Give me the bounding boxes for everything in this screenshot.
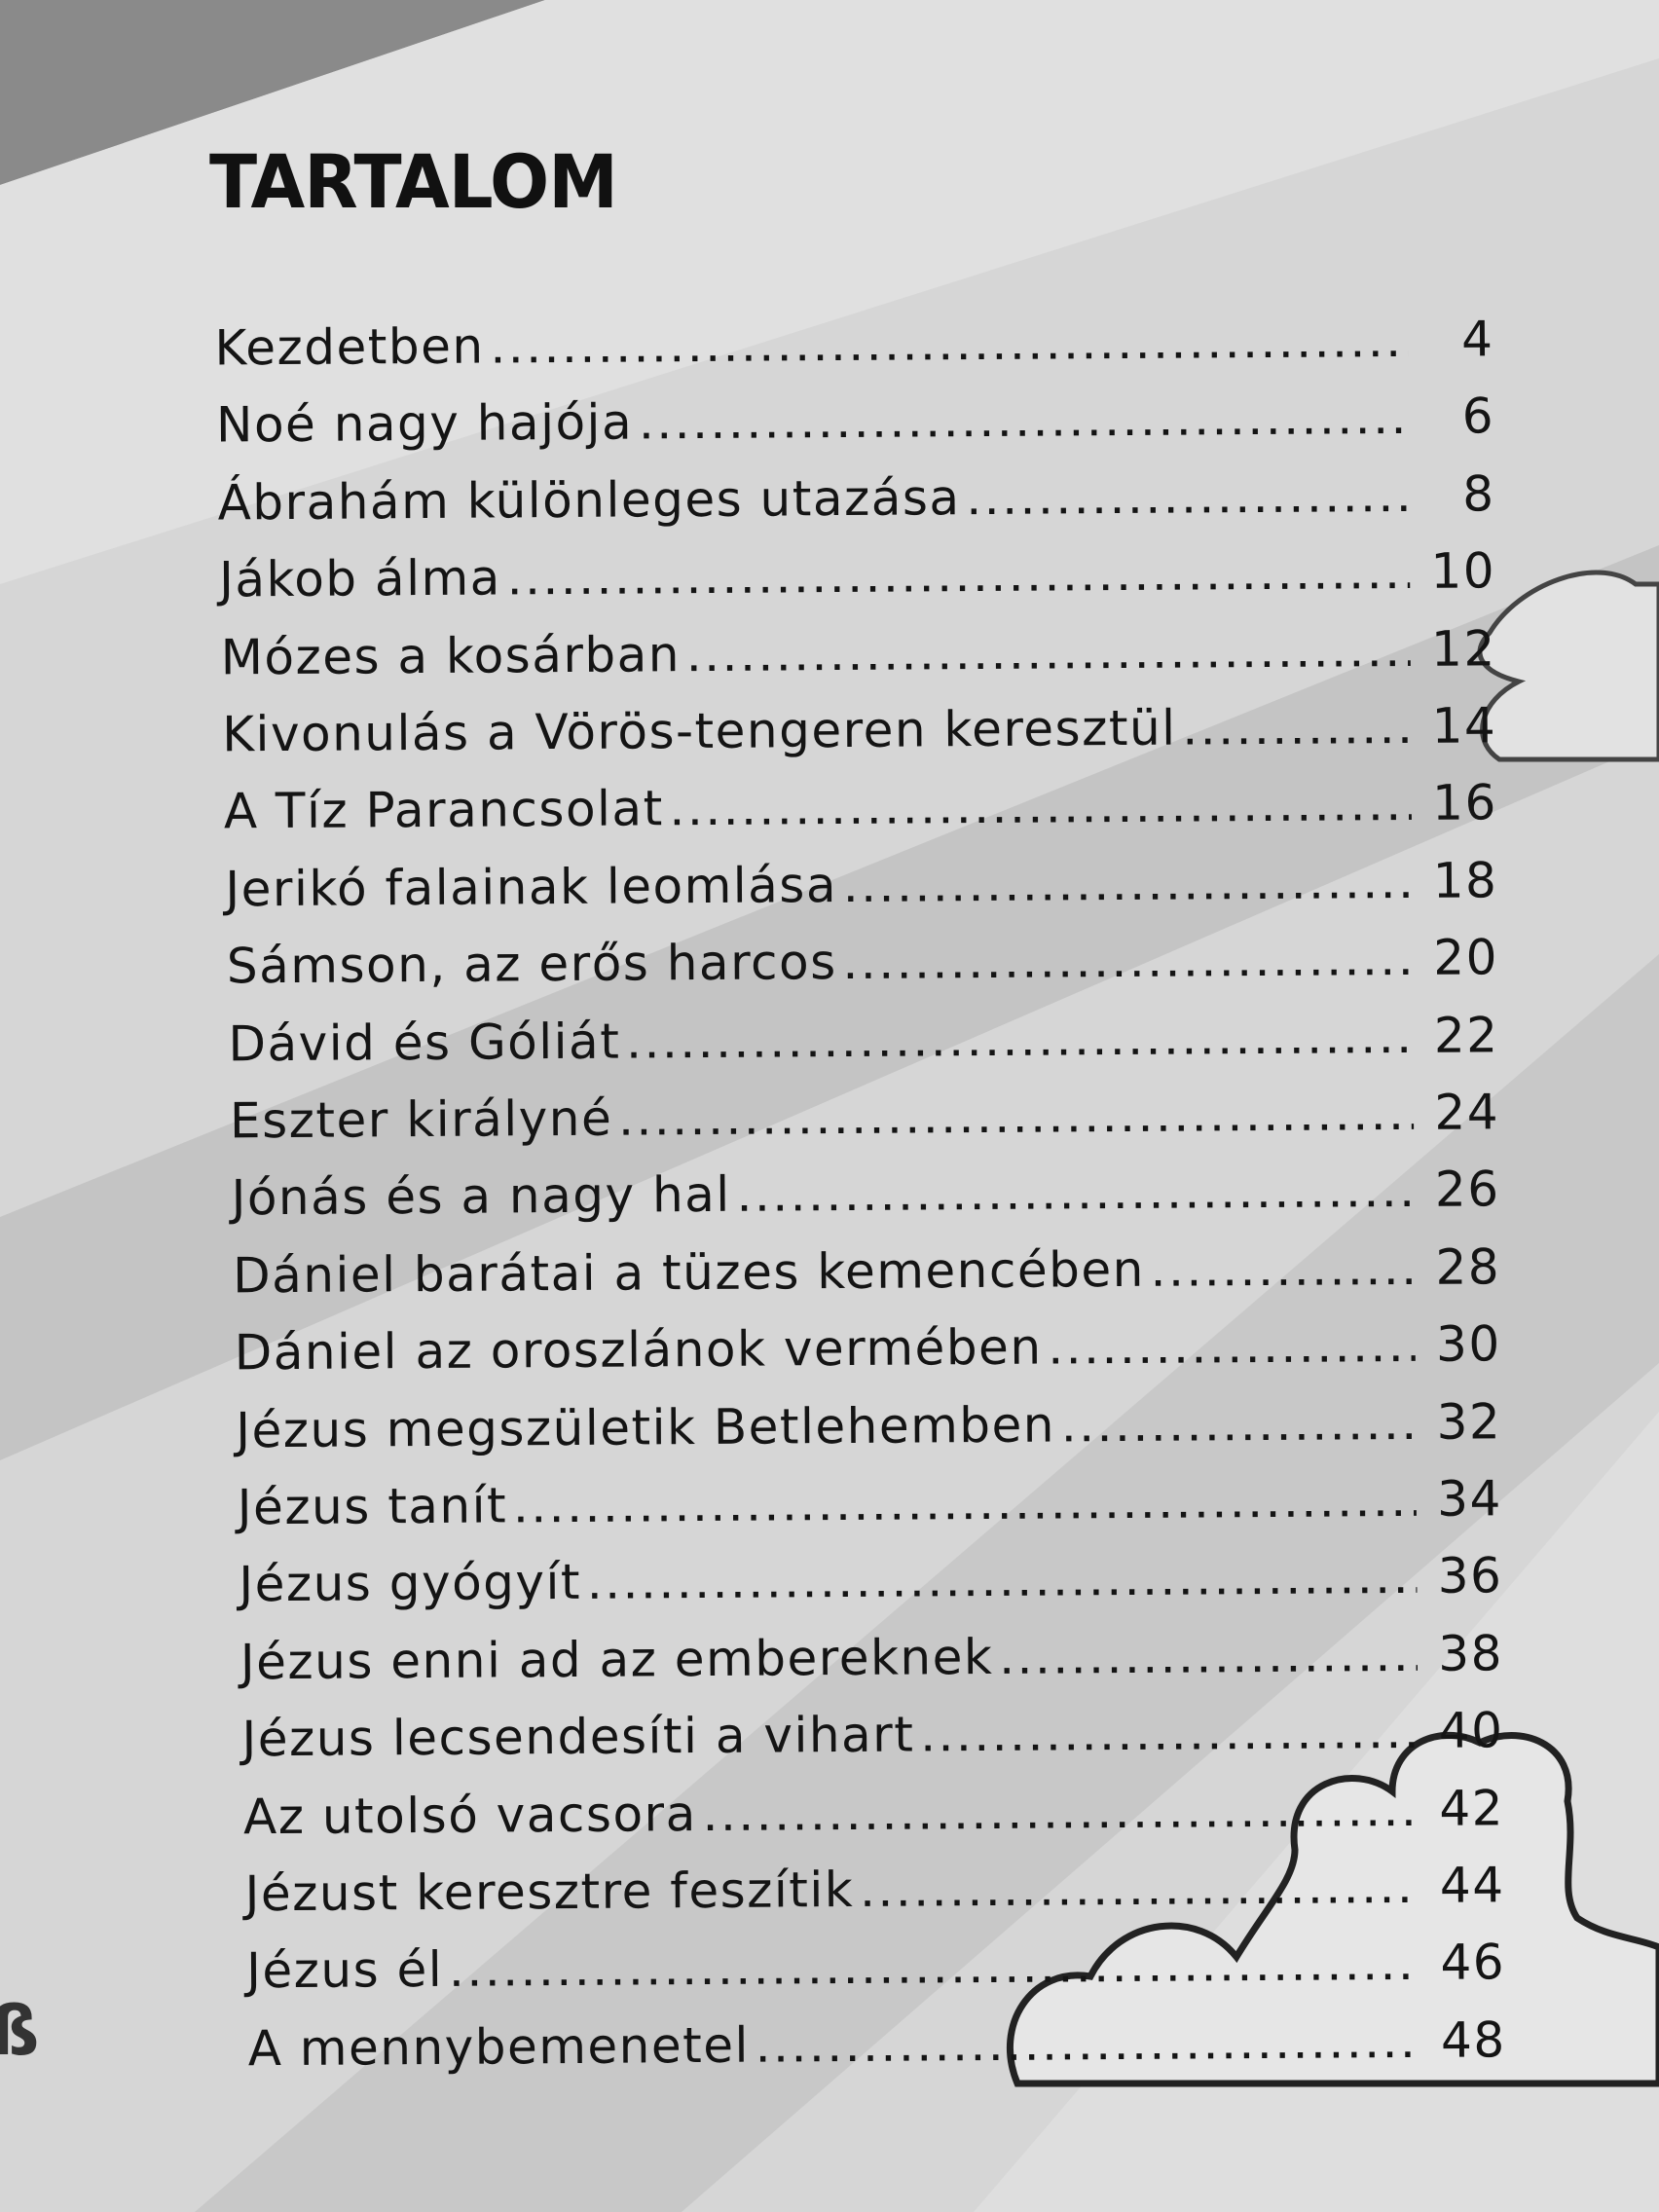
dot-leader [628, 1025, 1413, 1065]
toc-entry: Jézus lecsendesíti a vihart 40 [241, 1702, 1503, 1779]
entry-page-number: 18 [1432, 852, 1498, 909]
dot-leader [641, 407, 1409, 447]
dot-leader [922, 1721, 1418, 1759]
entry-title: Dániel az oroszlánok vermében [234, 1318, 1043, 1382]
dot-leader [1050, 1335, 1415, 1372]
entry-title: Jézus enni ad az embereknek [240, 1628, 994, 1691]
entry-page-number: 8 [1462, 465, 1495, 523]
entry-page-number: 46 [1440, 1934, 1506, 1992]
toc-entry: Mózes a kosárban 12 [221, 620, 1496, 697]
entry-page-number: 20 [1433, 929, 1499, 986]
dot-leader [862, 1876, 1419, 1914]
dot-leader [509, 562, 1411, 602]
dot-leader [688, 639, 1411, 678]
dot-leader [1063, 1412, 1416, 1449]
toc-entry: Jézus megszületik Betlehemben 32 [236, 1393, 1501, 1470]
entry-page-number: 10 [1430, 542, 1496, 600]
toc-entry: Dániel barátai a tüzes kemencében 28 [233, 1238, 1500, 1315]
shadow-ray [0, 545, 1659, 1460]
entry-title: Kivonulás a Vörös-tengeren keresztül [222, 699, 1177, 763]
toc-entry: Az utolsó vacsora 42 [243, 1780, 1504, 1857]
dot-leader [739, 1180, 1415, 1219]
toc-entry: Jónás és a nagy hal 26 [231, 1161, 1499, 1238]
entry-page-number: 30 [1435, 1315, 1501, 1373]
entry-title: Jákob álma [218, 549, 502, 608]
toc-entry: Kivonulás a Vörös-tengeren keresztül 14 [222, 697, 1496, 774]
entry-title: Sámson, az erős harcos [226, 934, 837, 995]
entry-page-number: 42 [1439, 1779, 1505, 1837]
entry-page-number: 44 [1439, 1857, 1505, 1914]
dot-leader [1184, 717, 1411, 753]
entry-title: Ábrahám különleges utazása [217, 468, 961, 532]
entry-page-number: 36 [1437, 1547, 1503, 1605]
entry-title: Jerikó falainak leomlása [225, 856, 838, 918]
toc-entry: Kezdetben 4 [214, 311, 1493, 387]
entry-page-number: 26 [1434, 1161, 1500, 1219]
entry-page-number: 24 [1434, 1084, 1500, 1141]
dot-leader [845, 871, 1413, 909]
entry-page-number: 32 [1436, 1392, 1502, 1451]
dot-leader [1153, 1258, 1416, 1294]
toc-entry: Dániel az oroszlánok vermében 30 [235, 1315, 1501, 1392]
toc-entry: Jézus gyógyít 36 [239, 1548, 1502, 1625]
entry-page-number: 40 [1438, 1702, 1504, 1759]
entry-title: Jézus megszületik Betlehemben [236, 1396, 1056, 1458]
entry-page-number: 14 [1431, 697, 1497, 755]
entry-title: A Tíz Parancsolat [223, 780, 664, 840]
page-title: TARTALOM [209, 138, 618, 226]
entry-title: Noé nagy hajója [215, 393, 634, 454]
toc-entry: Jézus enni ad az embereknek 38 [240, 1625, 1503, 1702]
entry-title: Jézus él [245, 1941, 444, 2000]
entry-title: Dávid és Góliát [228, 1013, 621, 1072]
dot-leader [451, 1953, 1419, 1994]
toc-entry: A Tíz Parancsolat 16 [224, 775, 1497, 852]
dot-leader [672, 793, 1412, 832]
dot-leader [620, 1103, 1414, 1143]
entry-page-number: 48 [1440, 2011, 1506, 2069]
toc-entry: A mennybemenetel 48 [247, 2011, 1505, 2088]
toc-entry: Ábrahám különleges utazása 8 [217, 465, 1494, 542]
entry-title: Dániel barátai a tüzes kemencében [232, 1240, 1146, 1305]
entry-title: A mennybemenetel [247, 2016, 751, 2078]
logo-fragment: ß [0, 1991, 39, 2071]
entry-page-number: 6 [1461, 387, 1495, 445]
entry-title: Eszter királyné [229, 1089, 613, 1150]
entry-title: Jézus gyógyít [239, 1554, 582, 1613]
light-ray [0, 0, 1659, 584]
entry-page-number: 34 [1436, 1470, 1502, 1528]
dot-leader [493, 330, 1409, 371]
entry-page-number: 4 [1460, 311, 1494, 368]
entry-page-number: 28 [1435, 1238, 1501, 1296]
entry-page-number: 16 [1431, 774, 1497, 832]
toc-entry: Jézus él 46 [246, 1935, 1505, 2011]
dot-leader [705, 1798, 1419, 1837]
toc-entry: Jerikó falainak leomlása 18 [225, 852, 1497, 929]
entry-title: Jézust keresztre feszítik [244, 1861, 855, 1923]
dot-leader [589, 1567, 1418, 1606]
dot-leader [1001, 1644, 1418, 1681]
entry-title: Jónás és a nagy hal [231, 1166, 731, 1227]
entry-page-number: 38 [1438, 1625, 1504, 1682]
entry-title: Az utolsó vacsora [242, 1785, 697, 1845]
toc-entry: Eszter királyné 24 [230, 1084, 1499, 1161]
toc-entry: Noé nagy hajója 6 [216, 388, 1494, 465]
entry-title: Mózes a kosárban [220, 625, 682, 686]
toc-entry: Jézust keresztre feszítik 44 [244, 1857, 1504, 1934]
toc-entry: Jézus tanít 34 [238, 1470, 1502, 1547]
dot-leader [968, 485, 1409, 522]
entry-title: Jézus lecsendesíti a vihart [241, 1706, 915, 1768]
cloud-illustration [1477, 570, 1659, 762]
toc-entry: Jákob álma 10 [219, 542, 1495, 619]
dot-leader [757, 2031, 1420, 2070]
toc-entry: Sámson, az erős harcos 20 [227, 929, 1498, 1006]
entry-title: Jézus tanít [237, 1477, 508, 1536]
entry-page-number: 22 [1433, 1006, 1499, 1064]
dot-leader [515, 1490, 1417, 1530]
entry-page-number: 12 [1430, 619, 1496, 678]
entry-title: Kezdetben [214, 317, 485, 377]
toc-entry: Dávid és Góliát 22 [228, 1007, 1498, 1084]
dot-leader [845, 948, 1413, 986]
